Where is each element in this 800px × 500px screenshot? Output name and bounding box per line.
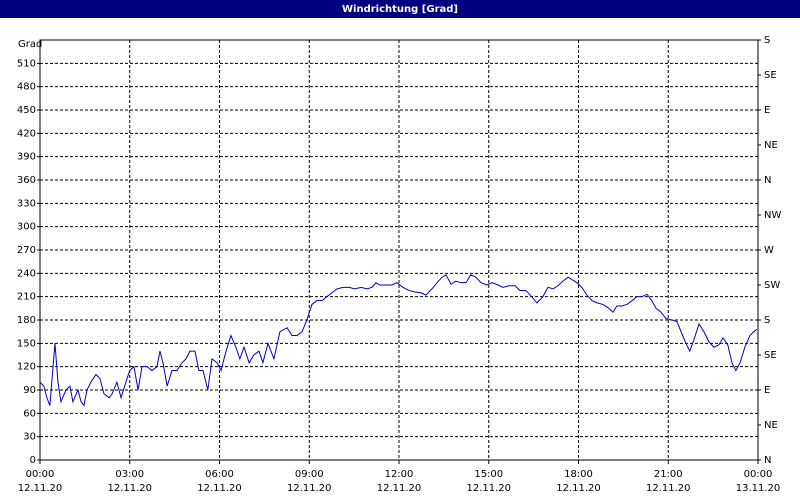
x-tick-label: 00:00 bbox=[744, 469, 773, 480]
y-tick-label: 420 bbox=[17, 128, 36, 139]
y2-tick-label: S bbox=[764, 315, 770, 326]
y2-tick-label: E bbox=[764, 385, 770, 396]
y-tick-label: 0 bbox=[30, 455, 36, 466]
x-tick-label: 03:00 bbox=[115, 469, 144, 480]
y-tick-label: 480 bbox=[17, 82, 36, 93]
y2-tick-label: NW bbox=[764, 210, 781, 221]
y-axis-label: Grad bbox=[18, 39, 42, 50]
y2-tick-label: E bbox=[764, 105, 770, 116]
y2-tick-label: N bbox=[764, 175, 771, 186]
x-tick-label: 09:00 bbox=[295, 469, 324, 480]
x-tick-label: 06:00 bbox=[205, 469, 234, 480]
x-tick-label: 12:00 bbox=[385, 469, 414, 480]
y-tick-label: 210 bbox=[17, 292, 36, 303]
chart-title: Windrichtung [Grad] bbox=[342, 4, 458, 15]
x-tick-label: 15:00 bbox=[474, 469, 503, 480]
x-tick-date: 12.11.20 bbox=[18, 483, 63, 494]
y-tick-label: 330 bbox=[17, 198, 36, 209]
x-tick-date: 12.11.20 bbox=[287, 483, 332, 494]
x-tick-date: 12.11.20 bbox=[556, 483, 601, 494]
x-tick-date: 12.11.20 bbox=[466, 483, 511, 494]
y2-tick-label: SW bbox=[764, 280, 780, 291]
y-tick-label: 300 bbox=[17, 222, 36, 233]
y2-tick-label: S bbox=[764, 35, 770, 46]
x-tick-date: 12.11.20 bbox=[107, 483, 152, 494]
y2-tick-label: NE bbox=[764, 420, 778, 431]
data-line bbox=[39, 274, 758, 407]
y2-tick-label: W bbox=[764, 245, 774, 256]
x-tick-date: 12.11.20 bbox=[646, 483, 691, 494]
title-bar bbox=[0, 0, 800, 18]
y-tick-label: 510 bbox=[17, 58, 36, 69]
y2-tick-label: NE bbox=[764, 140, 778, 151]
x-tick-label: 21:00 bbox=[654, 469, 683, 480]
x-tick-label: 18:00 bbox=[564, 469, 593, 480]
y-tick-label: 90 bbox=[23, 385, 36, 396]
y-tick-label: 390 bbox=[17, 152, 36, 163]
y-tick-label: 150 bbox=[17, 338, 36, 349]
y-tick-label: 270 bbox=[17, 245, 36, 256]
y2-tick-label: SE bbox=[764, 350, 777, 361]
y-tick-label: 60 bbox=[23, 408, 36, 419]
y2-tick-label: N bbox=[764, 455, 771, 466]
plot-border bbox=[39, 39, 759, 461]
y-tick-label: 450 bbox=[17, 105, 36, 116]
y2-tick-label: SE bbox=[764, 70, 777, 81]
y-tick-label: 360 bbox=[17, 175, 36, 186]
y-tick-label: 240 bbox=[17, 268, 36, 279]
x-tick-date: 13.11.20 bbox=[736, 483, 781, 494]
x-tick-date: 12.11.20 bbox=[197, 483, 242, 494]
x-tick-label: 00:00 bbox=[26, 469, 55, 480]
y-tick-label: 30 bbox=[23, 432, 36, 443]
y-tick-label: 120 bbox=[17, 362, 36, 373]
y-tick-label: 180 bbox=[17, 315, 36, 326]
x-tick-date: 12.11.20 bbox=[377, 483, 422, 494]
